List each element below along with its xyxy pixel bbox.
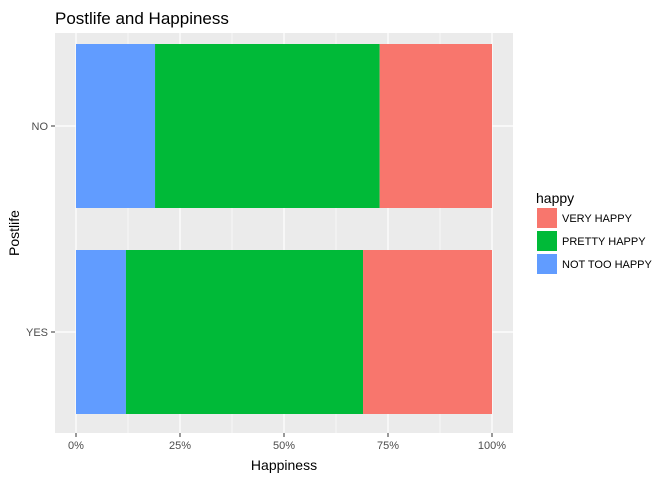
legend-title: happy — [536, 190, 574, 206]
bar-yes-very-happy — [363, 250, 492, 414]
x-tick-label: 25% — [169, 440, 191, 452]
x-tick-label: 50% — [273, 440, 295, 452]
y-tick-label-yes: YES — [26, 327, 48, 339]
legend-label-pretty-happy: PRETTY HAPPY — [562, 236, 646, 248]
y-axis-title: Postlife — [6, 210, 22, 256]
legend: happy VERY HAPPY PRETTY HAPPY NOT TOO HAPP… — [536, 190, 653, 274]
x-tick-label: 100% — [478, 440, 506, 452]
x-tick-label: 75% — [377, 440, 399, 452]
bar-yes-pretty-happy — [125, 250, 364, 414]
y-tick-label-no: NO — [32, 121, 49, 133]
chart-title: Postlife and Happiness — [55, 9, 229, 28]
legend-swatch-pretty-happy — [537, 231, 557, 251]
legend-label-very-happy: VERY HAPPY — [562, 213, 633, 225]
legend-label-not-too-happy: NOT TOO HAPPY — [562, 259, 653, 271]
bar-no-pretty-happy — [155, 44, 380, 208]
bar-no-very-happy — [379, 44, 492, 208]
bar-no-not-too-happy — [76, 44, 156, 208]
x-tick-label: 0% — [68, 440, 84, 452]
x-axis-ticks: 0% 25% 50% 75% 100% — [68, 433, 506, 452]
x-axis-title: Happiness — [251, 457, 317, 473]
bars — [76, 44, 492, 414]
legend-swatch-not-too-happy — [537, 254, 557, 274]
y-axis-ticks: NO YES — [26, 121, 55, 339]
legend-swatch-very-happy — [537, 208, 557, 228]
bar-yes-not-too-happy — [76, 250, 126, 414]
